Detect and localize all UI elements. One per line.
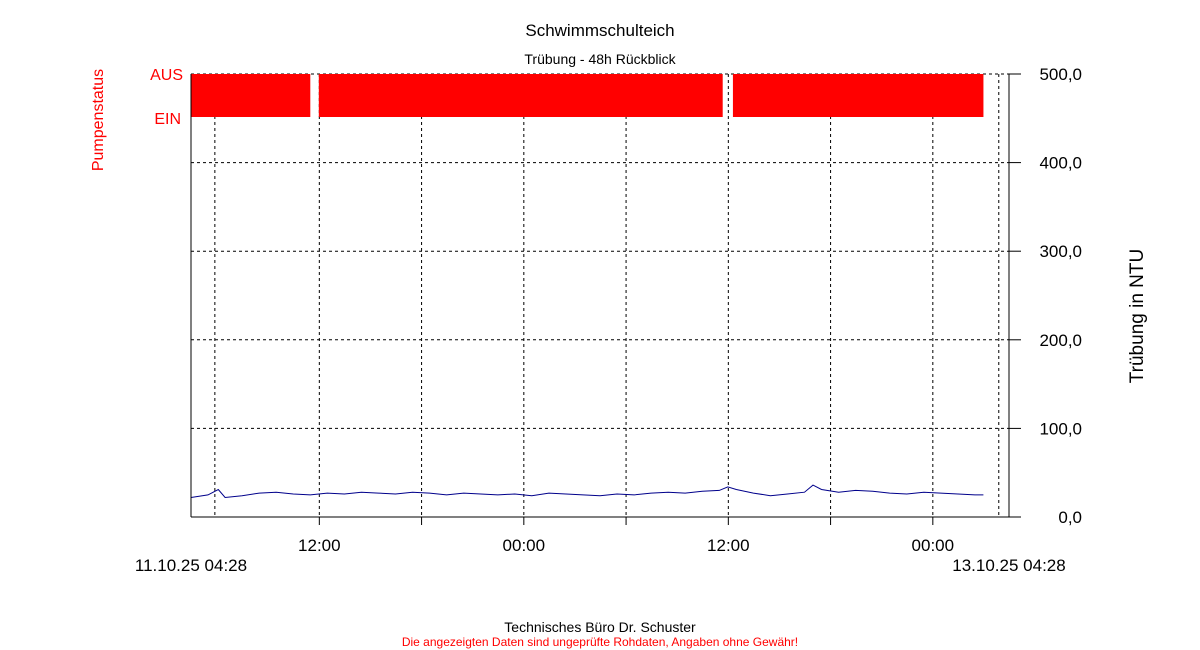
y-tick-label: 500,0 <box>1039 65 1082 84</box>
y-tick-label: 300,0 <box>1039 242 1082 261</box>
pump-state-aus-label: AUS <box>150 67 183 84</box>
pump-axis-title: Pumpenstatus <box>90 69 107 171</box>
chart-title: Schwimmschulteich <box>525 21 674 40</box>
turbidity-line <box>190 484 984 499</box>
y-axis-title: Trübung in NTU <box>1127 249 1148 383</box>
x-tick-label: 12:00 <box>298 536 341 555</box>
y-tick-label: 400,0 <box>1039 154 1082 173</box>
pump-status-bars <box>191 74 984 117</box>
footer-company: Technisches Büro Dr. Schuster <box>504 619 696 635</box>
x-tick-label: 12:00 <box>707 536 750 555</box>
x-start-label: 11.10.25 04:28 <box>135 556 247 575</box>
pump-status-bar <box>732 74 984 117</box>
axes: 0,0 100,0 200,0 300,0 400,0 500,0 12:00 00:00 12… <box>190 65 1082 555</box>
y-tick-label: 100,0 <box>1039 419 1082 438</box>
y-tick-label: 200,0 <box>1039 331 1082 350</box>
pump-status-bar <box>191 74 311 117</box>
turbidity-series <box>190 484 984 499</box>
y-tick-label: 0,0 <box>1058 508 1082 527</box>
x-tick-label: 00:00 <box>503 536 546 555</box>
x-tick-label: 00:00 <box>912 536 955 555</box>
pump-state-ein-label: EIN <box>154 111 181 128</box>
chart-subtitle: Trübung - 48h Rückblick <box>524 51 676 67</box>
disclaimer-text: Die angezeigten Daten sind ungeprüfte Ro… <box>402 635 798 649</box>
grid-lines <box>191 73 1009 517</box>
pump-status-bar <box>318 74 723 117</box>
x-end-label: 13.10.25 04:28 <box>952 556 1065 575</box>
